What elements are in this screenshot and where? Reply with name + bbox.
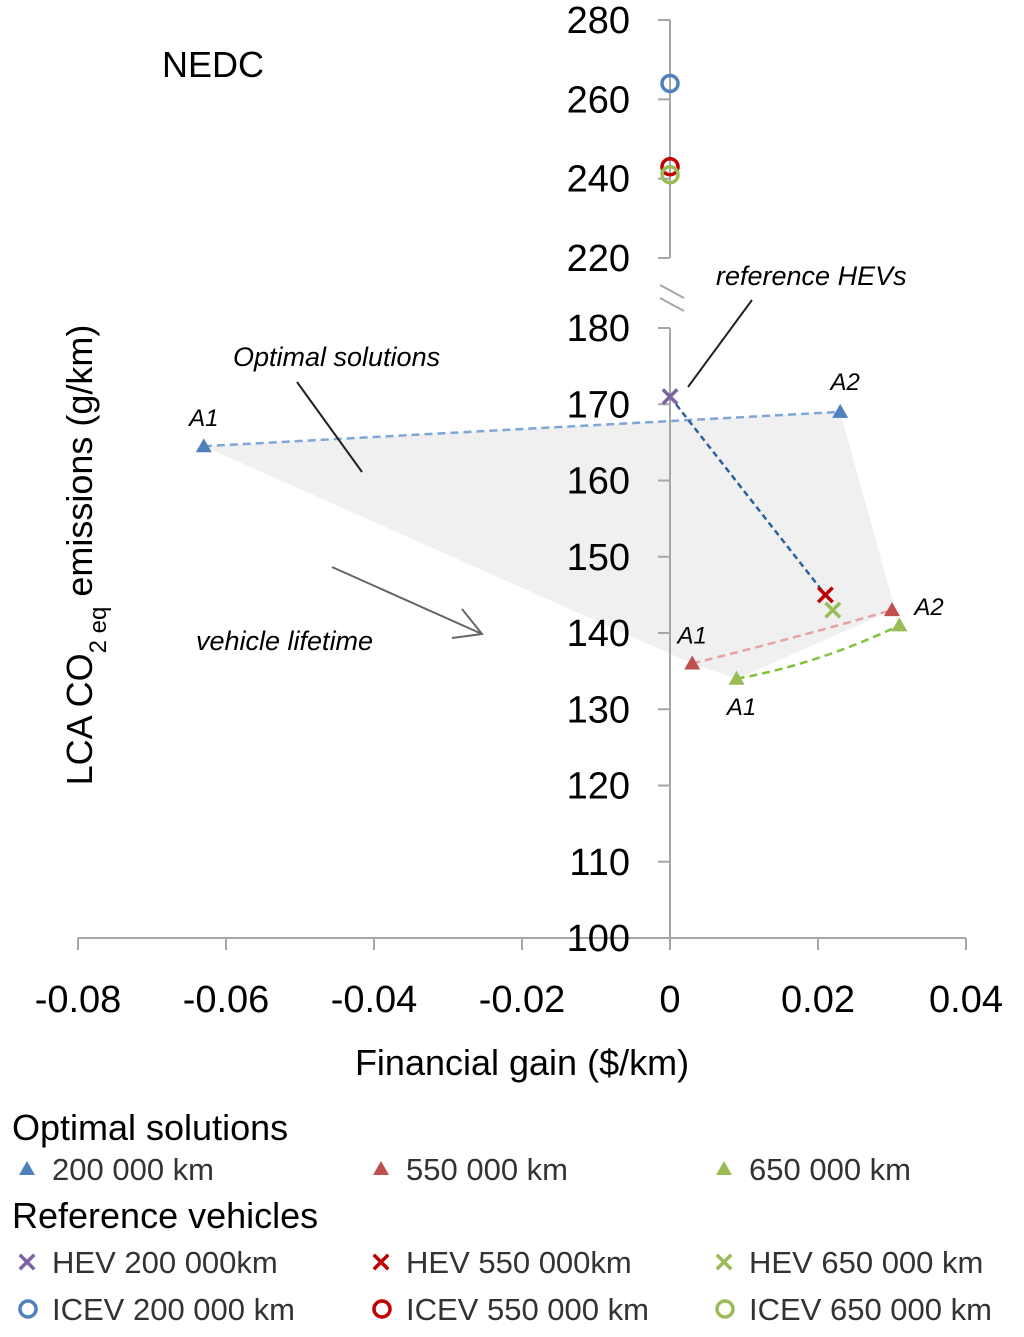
- legend-ring-icon: [715, 1299, 735, 1319]
- optimal-point: [728, 670, 745, 685]
- annotation-pointer: [296, 381, 363, 473]
- cross-stroke: [824, 601, 842, 619]
- lifetime-arrow-shaft: [331, 566, 483, 635]
- x-tick-label: 0: [659, 979, 680, 1021]
- legend-item: 650 000 km: [749, 1152, 911, 1187]
- legend-cross-icon: [18, 1253, 36, 1271]
- x-tick-label: -0.02: [479, 979, 566, 1021]
- y-tick-label: 150: [567, 537, 630, 579]
- x-axis-title: Financial gain ($/km): [355, 1042, 689, 1083]
- x-tick-label: 0.04: [929, 979, 1003, 1021]
- legend-ring-icon: [372, 1299, 392, 1319]
- y-tick-label: 100: [567, 918, 630, 960]
- y-tick-label: 170: [567, 384, 630, 426]
- y-tick-label: 240: [567, 159, 630, 201]
- icev-point: [660, 164, 680, 185]
- x-tick-label: -0.06: [183, 979, 270, 1021]
- legend-item: HEV 200 000km: [52, 1245, 278, 1280]
- annotation-pointer: [687, 299, 753, 388]
- x-tick-label: -0.04: [331, 979, 418, 1021]
- x-tick-label: -0.08: [35, 979, 122, 1021]
- point-label: A2: [829, 369, 860, 396]
- legend-item: 550 000 km: [406, 1152, 568, 1187]
- y-axis-title-suffix: emissions (g/km): [59, 325, 100, 607]
- legend-cross-icon: [715, 1253, 733, 1271]
- legend-item: HEV 550 000km: [406, 1245, 632, 1280]
- axis-break-mark: [659, 297, 685, 312]
- legend-item: 200 000 km: [52, 1152, 214, 1187]
- legend: Optimal solutions Reference vehicles 200 0…: [12, 1107, 992, 1327]
- legend-item: ICEV 200 000 km: [52, 1292, 295, 1327]
- legend-triangle-icon: [19, 1161, 35, 1175]
- y-tick-label: 260: [567, 79, 630, 121]
- optimal-region-layer: [203, 411, 900, 679]
- legend-heading-optimal: Optimal solutions: [12, 1107, 288, 1148]
- point-label: A1: [187, 405, 218, 432]
- legend-triangle-icon: [373, 1161, 389, 1175]
- x-tick-label: 0.02: [781, 979, 855, 1021]
- cross-stroke: [715, 1253, 733, 1271]
- y-axis-title-subscript: 2 eq: [85, 607, 112, 654]
- y-tick-label: 280: [567, 0, 630, 42]
- cross-stroke: [372, 1253, 390, 1271]
- hev-line: [669, 395, 827, 596]
- point-label: A2: [912, 594, 943, 621]
- cross-stroke: [816, 586, 834, 604]
- y-tick-label: 140: [567, 613, 630, 655]
- y-axis-title: LCA CO2 eq emissions (g/km): [59, 325, 112, 786]
- point-label: A1: [725, 694, 756, 721]
- lifetime-arrow-head: [451, 608, 484, 639]
- optimal-point: [884, 602, 900, 617]
- optimal-point: [684, 655, 701, 670]
- annotations: A1 A2 A1 A2 A1 Optimal solutions reference HEV…: [187, 261, 944, 721]
- annotation-lifetime: vehicle lifetime: [196, 626, 373, 656]
- y-tick-label: 180: [567, 308, 630, 350]
- series-markers: [195, 73, 908, 685]
- optimal-point: [195, 438, 212, 453]
- point-label: A1: [676, 623, 707, 650]
- annotation-reference: reference HEVs: [716, 261, 907, 291]
- legend-item: ICEV 550 000 km: [406, 1292, 649, 1327]
- optimal-point: [891, 617, 908, 632]
- cross-stroke: [661, 388, 679, 406]
- legend-cross-icon: [372, 1253, 390, 1271]
- legend-triangle-icon: [716, 1161, 732, 1175]
- optimal-point: [832, 403, 849, 418]
- hev-point: [816, 586, 834, 604]
- legend-item: ICEV 650 000 km: [749, 1292, 992, 1327]
- y-axis-title-prefix: LCA CO: [59, 653, 100, 785]
- hev-point: [824, 601, 842, 619]
- axes: -0.08 -0.06 -0.04 -0.02 0 0.02 0.04 100 110 120 13…: [35, 0, 1003, 1083]
- icev-point: [660, 157, 680, 177]
- legend-ring-icon: [18, 1299, 38, 1319]
- y-tick-label: 130: [567, 689, 630, 731]
- cross-stroke: [18, 1253, 36, 1271]
- legend-heading-reference: Reference vehicles: [12, 1195, 318, 1236]
- y-tick-label: 220: [567, 238, 630, 280]
- icev-point: [660, 73, 680, 94]
- axis-break-mark: [659, 284, 685, 299]
- optimal-region: [203, 411, 900, 679]
- chart-title: NEDC: [162, 44, 264, 85]
- hev-point: [661, 388, 679, 406]
- y-tick-label: 120: [567, 766, 630, 808]
- legend-item: HEV 650 000 km: [749, 1245, 983, 1280]
- y-tick-label: 160: [567, 461, 630, 503]
- y-tick-label: 110: [569, 842, 630, 884]
- optimal-line-2: [736, 624, 900, 680]
- annotation-optimal: Optimal solutions: [233, 342, 440, 372]
- optimal-line-0: [203, 410, 841, 448]
- series-lines: [203, 395, 900, 680]
